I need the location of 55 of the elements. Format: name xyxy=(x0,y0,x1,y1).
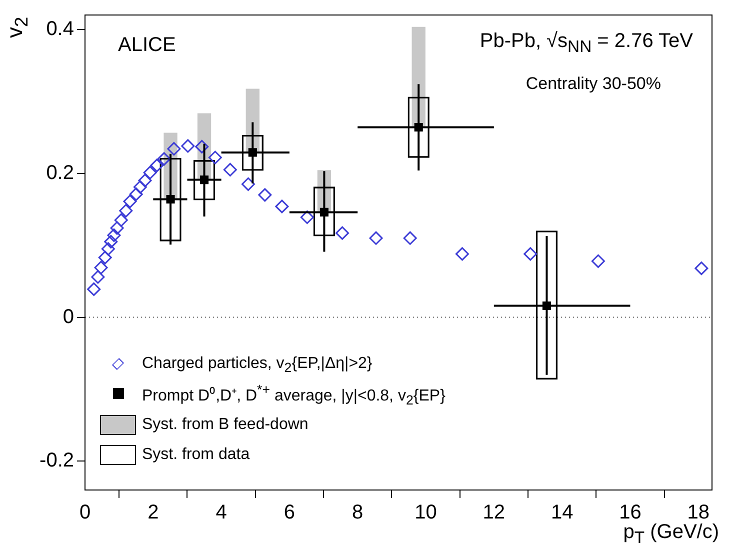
x-tick-label: 18 xyxy=(687,502,710,524)
point xyxy=(87,282,101,296)
x-tick-label: 16 xyxy=(619,502,642,524)
annotation: Pb-Pb, √s$_{NN}$ = 2.76 TeV xyxy=(480,30,693,57)
x-axis-title: p$_{T}$ (GeV/c) xyxy=(623,521,719,547)
point xyxy=(223,162,237,176)
x-tick-label: 12 xyxy=(482,502,506,524)
point xyxy=(336,226,350,240)
point xyxy=(150,158,164,172)
y-tick-label: -0.2 xyxy=(40,450,74,472)
legend-label: Syst. from data xyxy=(142,446,250,464)
point xyxy=(104,234,118,248)
point xyxy=(241,177,255,191)
point xyxy=(275,200,289,214)
annotation: Centrality 30-50% xyxy=(526,74,661,94)
x-tick-label: 10 xyxy=(414,502,437,524)
point xyxy=(138,174,152,188)
point xyxy=(455,247,469,261)
point xyxy=(94,260,108,274)
y-tick-label: 0.4 xyxy=(46,18,74,40)
point xyxy=(123,194,137,208)
point xyxy=(91,270,105,284)
point xyxy=(300,210,314,224)
point xyxy=(129,187,143,201)
point xyxy=(107,228,121,242)
point xyxy=(195,140,209,154)
legend-label: Charged particles, v$_{2}${EP,|Δη|>2} xyxy=(142,354,372,376)
point xyxy=(143,166,157,180)
point xyxy=(208,150,222,164)
point xyxy=(524,247,538,261)
legend-label: Syst. from B feed-down xyxy=(142,416,308,434)
point xyxy=(591,254,605,268)
point xyxy=(114,213,128,227)
point xyxy=(98,250,112,264)
y-tick-label: 0.2 xyxy=(46,162,74,184)
point xyxy=(101,242,115,256)
point xyxy=(110,221,124,235)
point xyxy=(403,231,417,245)
x-tick-label: 6 xyxy=(284,502,296,524)
x-tick-label: 2 xyxy=(148,502,159,524)
x-tick-label: 0 xyxy=(79,502,91,524)
point xyxy=(167,142,181,156)
legend-label: Prompt D⁰,D⁺, D$^{*+}$ average, |y|<0.8, v$_{2}${EP} xyxy=(142,382,446,408)
point xyxy=(258,188,272,202)
point xyxy=(157,152,171,166)
point xyxy=(369,231,383,245)
annotation: ALICE xyxy=(118,34,176,57)
x-tick-label: 4 xyxy=(216,502,227,524)
point xyxy=(694,262,708,276)
x-tick-label: 8 xyxy=(352,502,364,524)
point xyxy=(119,204,133,218)
point xyxy=(133,180,147,194)
x-tick-label: 14 xyxy=(550,502,574,524)
y-tick-label: 0 xyxy=(62,306,74,328)
point xyxy=(181,139,195,153)
